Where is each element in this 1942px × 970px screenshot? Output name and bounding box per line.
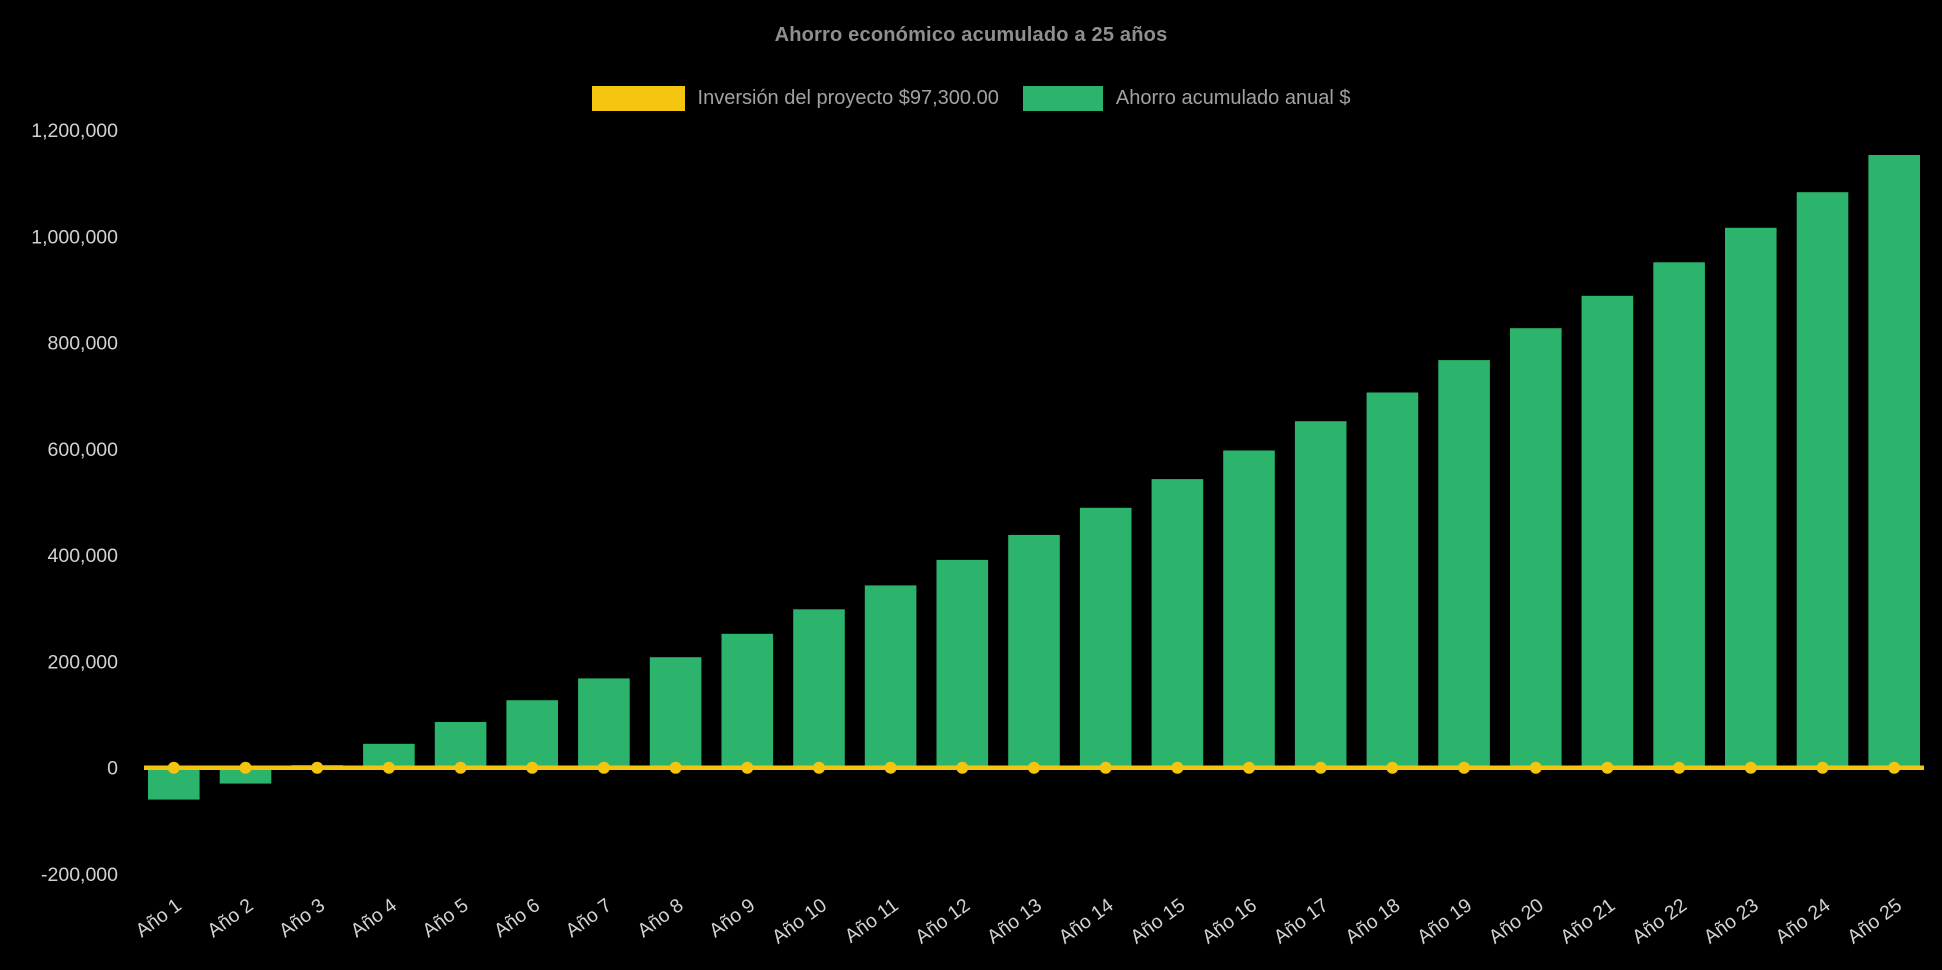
x-axis-label-year-16: Año 16 — [1198, 894, 1261, 948]
bar-year-4 — [363, 743, 415, 768]
x-axis-label-year-9: Año 9 — [705, 894, 759, 942]
bar-year-22 — [1653, 262, 1705, 768]
y-axis-tick-label: -200,000 — [41, 864, 118, 886]
investment-line-marker-year-9 — [741, 761, 754, 774]
investment-line-marker-year-3 — [311, 761, 324, 774]
x-axis-label-year-25: Año 25 — [1843, 894, 1906, 948]
investment-line-marker-year-5 — [454, 761, 467, 774]
investment-line-marker-year-6 — [526, 761, 539, 774]
investment-line-marker-year-11 — [884, 761, 897, 774]
chart-legend: Inversión del proyecto $97,300.00 Ahorro… — [0, 86, 1942, 111]
x-axis-label-year-4: Año 4 — [347, 894, 401, 942]
chart-title: Ahorro económico acumulado a 25 años — [774, 24, 1168, 46]
investment-line-marker-year-2 — [239, 761, 252, 774]
x-axis-label-year-17: Año 17 — [1270, 894, 1333, 948]
x-axis-label-year-10: Año 10 — [768, 894, 831, 948]
x-axis-label-year-6: Año 6 — [490, 894, 544, 942]
x-axis-label-year-19: Año 19 — [1413, 894, 1476, 948]
y-axis-tick-label: 400,000 — [48, 545, 119, 567]
investment-line-marker-year-15 — [1171, 761, 1184, 774]
bar-year-15 — [1151, 479, 1204, 768]
y-axis-tick-label: 0 — [107, 758, 118, 780]
investment-line-marker-year-8 — [669, 761, 682, 774]
x-axis-label-year-3: Año 3 — [275, 894, 329, 942]
bar-year-17 — [1294, 421, 1347, 768]
bar-year-6 — [506, 700, 558, 768]
investment-line-marker-year-17 — [1314, 761, 1327, 774]
investment-line-marker-year-4 — [382, 761, 395, 774]
investment-line-marker-year-7 — [597, 761, 610, 774]
x-axis-label-year-15: Año 15 — [1126, 894, 1189, 948]
bar-year-12 — [936, 559, 989, 768]
investment-line-marker-year-13 — [1028, 761, 1040, 774]
investment-swatch-icon — [591, 86, 685, 111]
investment-line-marker-year-19 — [1458, 761, 1471, 774]
bar-year-16 — [1223, 450, 1275, 768]
bar-year-20 — [1510, 328, 1562, 768]
investment-line-marker-year-20 — [1529, 761, 1542, 774]
investment-line-marker-year-24 — [1816, 761, 1829, 774]
bar-year-21 — [1581, 295, 1634, 768]
investment-line-marker-year-1 — [167, 761, 180, 774]
x-axis-label-year-18: Año 18 — [1341, 894, 1404, 948]
y-axis-tick-label: 200,000 — [48, 651, 119, 673]
bar-year-8 — [649, 657, 702, 768]
x-axis-label-year-2: Año 2 — [203, 894, 257, 942]
x-axis-label-year-12: Año 12 — [911, 894, 974, 948]
investment-line-marker-year-22 — [1673, 761, 1686, 774]
bar-year-7 — [578, 678, 630, 768]
investment-line-marker-year-14 — [1099, 761, 1112, 774]
bar-year-25 — [1868, 155, 1920, 768]
x-axis-label-year-1: Año 1 — [132, 894, 186, 942]
bar-year-10 — [793, 609, 845, 768]
y-axis-tick-label: 600,000 — [48, 439, 119, 461]
investment-line-marker-year-18 — [1386, 761, 1399, 774]
bar-year-23 — [1725, 227, 1777, 768]
investment-line-marker-year-12 — [956, 761, 969, 774]
savings-swatch-icon — [1022, 86, 1103, 111]
x-axis-label-year-22: Año 22 — [1628, 894, 1691, 948]
y-axis-tick-label: 800,000 — [48, 333, 119, 355]
bar-year-9 — [721, 633, 774, 768]
bar-year-2 — [219, 767, 272, 784]
x-axis-label-year-5: Año 5 — [418, 894, 472, 942]
x-axis-label-year-23: Año 23 — [1700, 894, 1763, 948]
bar-year-18 — [1366, 392, 1419, 768]
bar-year-24 — [1796, 192, 1849, 768]
x-axis-label-year-24: Año 24 — [1772, 894, 1835, 948]
bar-year-19 — [1438, 360, 1490, 768]
bar-year-14 — [1079, 507, 1132, 768]
x-axis-label-year-14: Año 14 — [1055, 894, 1118, 948]
bar-year-13 — [1008, 534, 1060, 768]
investment-line-marker-year-25 — [1888, 761, 1901, 774]
x-axis-label-year-7: Año 7 — [562, 894, 616, 942]
x-axis-label-year-8: Año 8 — [633, 894, 687, 942]
investment-line-marker-year-10 — [813, 761, 825, 774]
investment-line-marker-year-23 — [1744, 761, 1757, 774]
legend-item-savings[interactable]: Ahorro acumulado anual $ — [1022, 86, 1351, 111]
y-axis-tick-label: 1,200,000 — [31, 120, 118, 142]
x-axis-label-year-20: Año 20 — [1485, 894, 1548, 948]
legend-label-investment: Inversión del proyecto $97,300.00 — [697, 87, 999, 109]
x-axis-label-year-21: Año 21 — [1556, 894, 1619, 948]
x-axis-label-year-13: Año 13 — [983, 894, 1046, 948]
bar-year-11 — [864, 585, 917, 768]
investment-line-marker-year-21 — [1601, 761, 1614, 774]
y-axis-tick-label: 1,000,000 — [31, 226, 118, 248]
x-axis-label-year-11: Año 11 — [841, 894, 903, 947]
bar-year-5 — [434, 722, 487, 768]
legend-item-investment[interactable]: Inversión del proyecto $97,300.00 — [591, 86, 999, 111]
legend-label-savings: Ahorro acumulado anual $ — [1115, 87, 1351, 109]
investment-line-marker-year-16 — [1243, 761, 1255, 774]
